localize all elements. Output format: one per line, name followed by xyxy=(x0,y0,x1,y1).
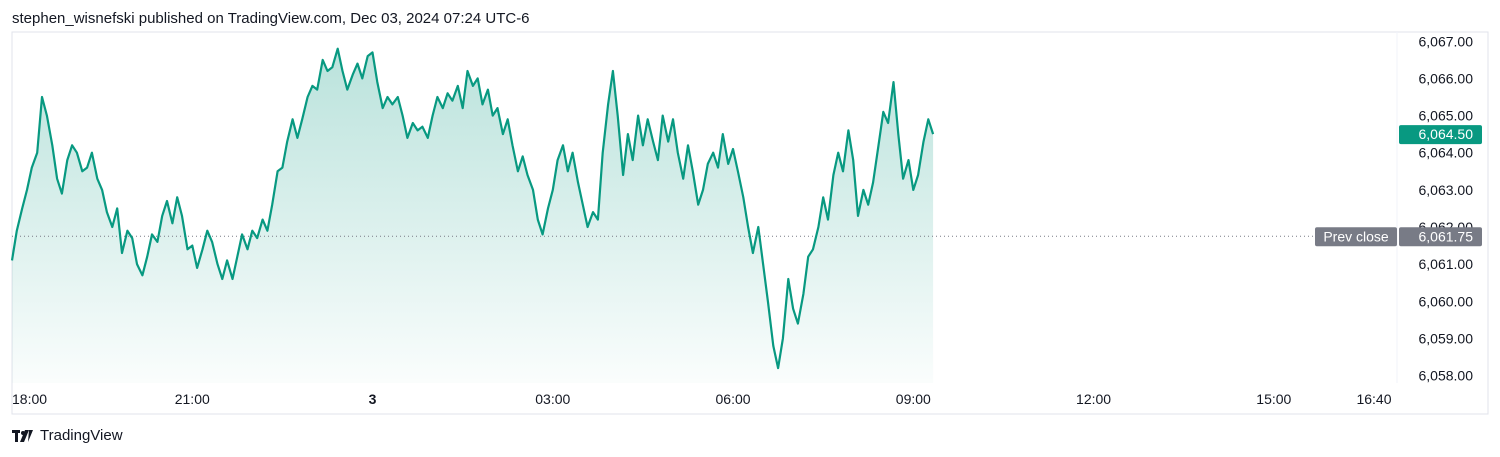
plot-frame xyxy=(11,31,1489,415)
footer: TradingView xyxy=(12,427,123,444)
y-tick-label: 6,066.00 xyxy=(1419,70,1474,86)
brand-name: TradingView xyxy=(40,427,123,444)
last-price-tag: 6,064.50 xyxy=(1419,126,1474,142)
prev-close-tag-label: Prev close xyxy=(1323,228,1389,244)
y-tick-label: 6,061.00 xyxy=(1419,256,1474,272)
x-tick-label: 06:00 xyxy=(716,391,751,407)
publisher-line: stephen_wisnefski published on TradingVi… xyxy=(12,10,530,27)
prev-close-tag-bg xyxy=(1315,227,1397,247)
price-chart[interactable]: 6,067.00 6,066.00 6,065.00 6,064.00 6,063.00… xyxy=(0,0,1500,420)
prev-close-value-tag-bg xyxy=(1399,227,1482,247)
x-tick-label: 03:00 xyxy=(535,391,570,407)
y-tick-label: 6,064.00 xyxy=(1419,145,1474,161)
y-tick-label: 6,060.00 xyxy=(1419,293,1474,309)
x-tick-label: 3 xyxy=(369,391,377,407)
x-tick-label: 18:00 xyxy=(12,391,47,407)
y-tick-label: 6,059.00 xyxy=(1419,330,1474,346)
last-price-tag-bg xyxy=(1399,125,1482,145)
x-tick-label: 12:00 xyxy=(1076,391,1111,407)
prev-close-value-tag: 6,061.75 xyxy=(1419,228,1474,244)
price-area-fill xyxy=(12,48,934,383)
x-tick-label: 21:00 xyxy=(175,391,210,407)
x-tick-label: 15:00 xyxy=(1256,391,1291,407)
y-tick-label: 6,067.00 xyxy=(1419,33,1474,49)
price-line xyxy=(10,47,935,370)
y-tick-label: 6,063.00 xyxy=(1419,182,1474,198)
x-tick-label: 09:00 xyxy=(896,391,931,407)
y-tick-label: 6,058.00 xyxy=(1419,368,1474,384)
x-tick-label: 16:40 xyxy=(1356,391,1391,407)
y-tick-label: 6,065.00 xyxy=(1419,108,1474,124)
tradingview-logo-icon xyxy=(12,429,33,442)
